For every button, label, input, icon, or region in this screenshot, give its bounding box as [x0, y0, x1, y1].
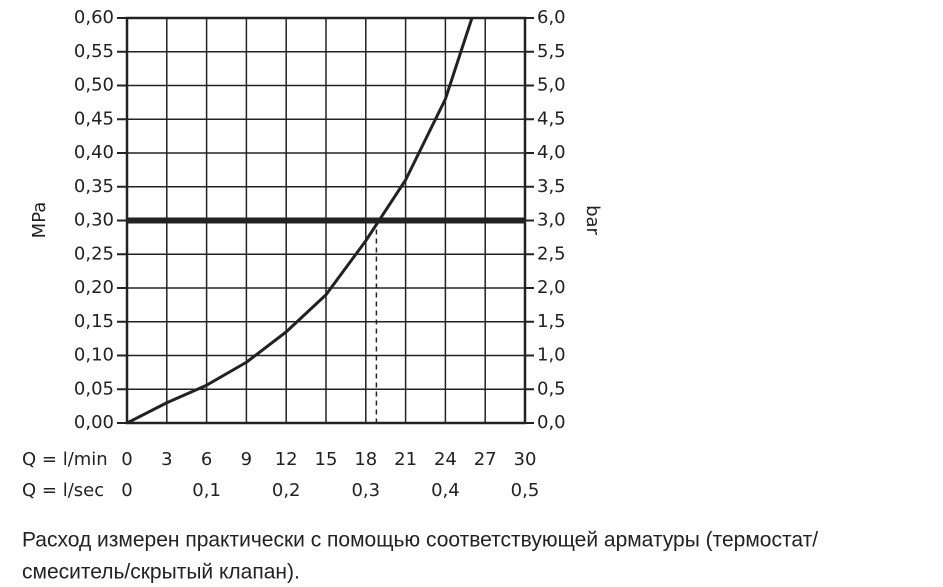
x2-tick-label: 0,5	[511, 480, 540, 501]
y2-tick-label: 1,5	[537, 311, 566, 332]
y2-tick-label: 2,0	[537, 277, 566, 298]
x2-axis-label: Q = l/sec	[22, 480, 104, 501]
y-tick-label: 0,50	[74, 75, 114, 96]
y-axis-label: MPa	[29, 202, 50, 239]
y-tick-label: 0,05	[74, 378, 114, 399]
x2-tick-label: 0,2	[272, 480, 301, 501]
y-tick-label: 0,30	[74, 210, 114, 231]
x2-tick-label: 0,1	[192, 480, 221, 501]
y-tick-label: 0,45	[74, 108, 114, 129]
y2-tick-label: 3,5	[537, 176, 566, 197]
y-tick-label: 0,40	[74, 142, 114, 163]
x-tick-label: 9	[241, 449, 252, 470]
y2-axis-label: bar	[582, 205, 603, 235]
x-tick-label: 21	[394, 449, 417, 470]
x-tick-label: 24	[434, 449, 457, 470]
y2-tick-label: 5,0	[537, 75, 566, 96]
curve	[126, 17, 474, 425]
x-tick-label: 18	[354, 449, 377, 470]
y-tick-label: 0,60	[74, 7, 114, 28]
y2-tick-label: 4,5	[537, 108, 566, 129]
y2-tick-label: 4,0	[537, 142, 566, 163]
x-axis-label: Q = l/min	[22, 449, 108, 470]
y2-tick-label: 0,5	[537, 378, 566, 399]
y-tick-label: 0,15	[74, 311, 114, 332]
x2-tick-label: 0	[121, 480, 132, 501]
x-tick-label: 30	[514, 449, 537, 470]
x-tick-label: 6	[201, 449, 212, 470]
y2-tick-label: 2,5	[537, 243, 566, 264]
y-tick-label: 0,55	[74, 41, 114, 62]
y-tick-label: 0,20	[74, 277, 114, 298]
y-tick-label: 0,25	[74, 243, 114, 264]
caption: смеситель/скрытый клапан).	[22, 561, 300, 584]
y2-tick-label: 1,0	[537, 345, 566, 366]
x-tick-label: 3	[161, 449, 172, 470]
y-tick-label: 0,10	[74, 345, 114, 366]
y2-tick-label: 5,5	[537, 41, 566, 62]
y2-tick-label: 0,0	[537, 412, 566, 433]
y2-tick-label: 6,0	[537, 7, 566, 28]
caption: Расход измерен практически с помощью соо…	[22, 529, 818, 552]
x-tick-label: 27	[474, 449, 497, 470]
y2-tick-label: 3,0	[537, 210, 566, 231]
y-tick-label: 0,35	[74, 176, 114, 197]
x2-tick-label: 0,3	[351, 480, 380, 501]
x2-tick-label: 0,4	[431, 480, 460, 501]
x-tick-label: 12	[275, 449, 298, 470]
y-tick-label: 0,00	[74, 412, 114, 433]
x-tick-label: 0	[121, 449, 132, 470]
x-tick-label: 15	[315, 449, 338, 470]
